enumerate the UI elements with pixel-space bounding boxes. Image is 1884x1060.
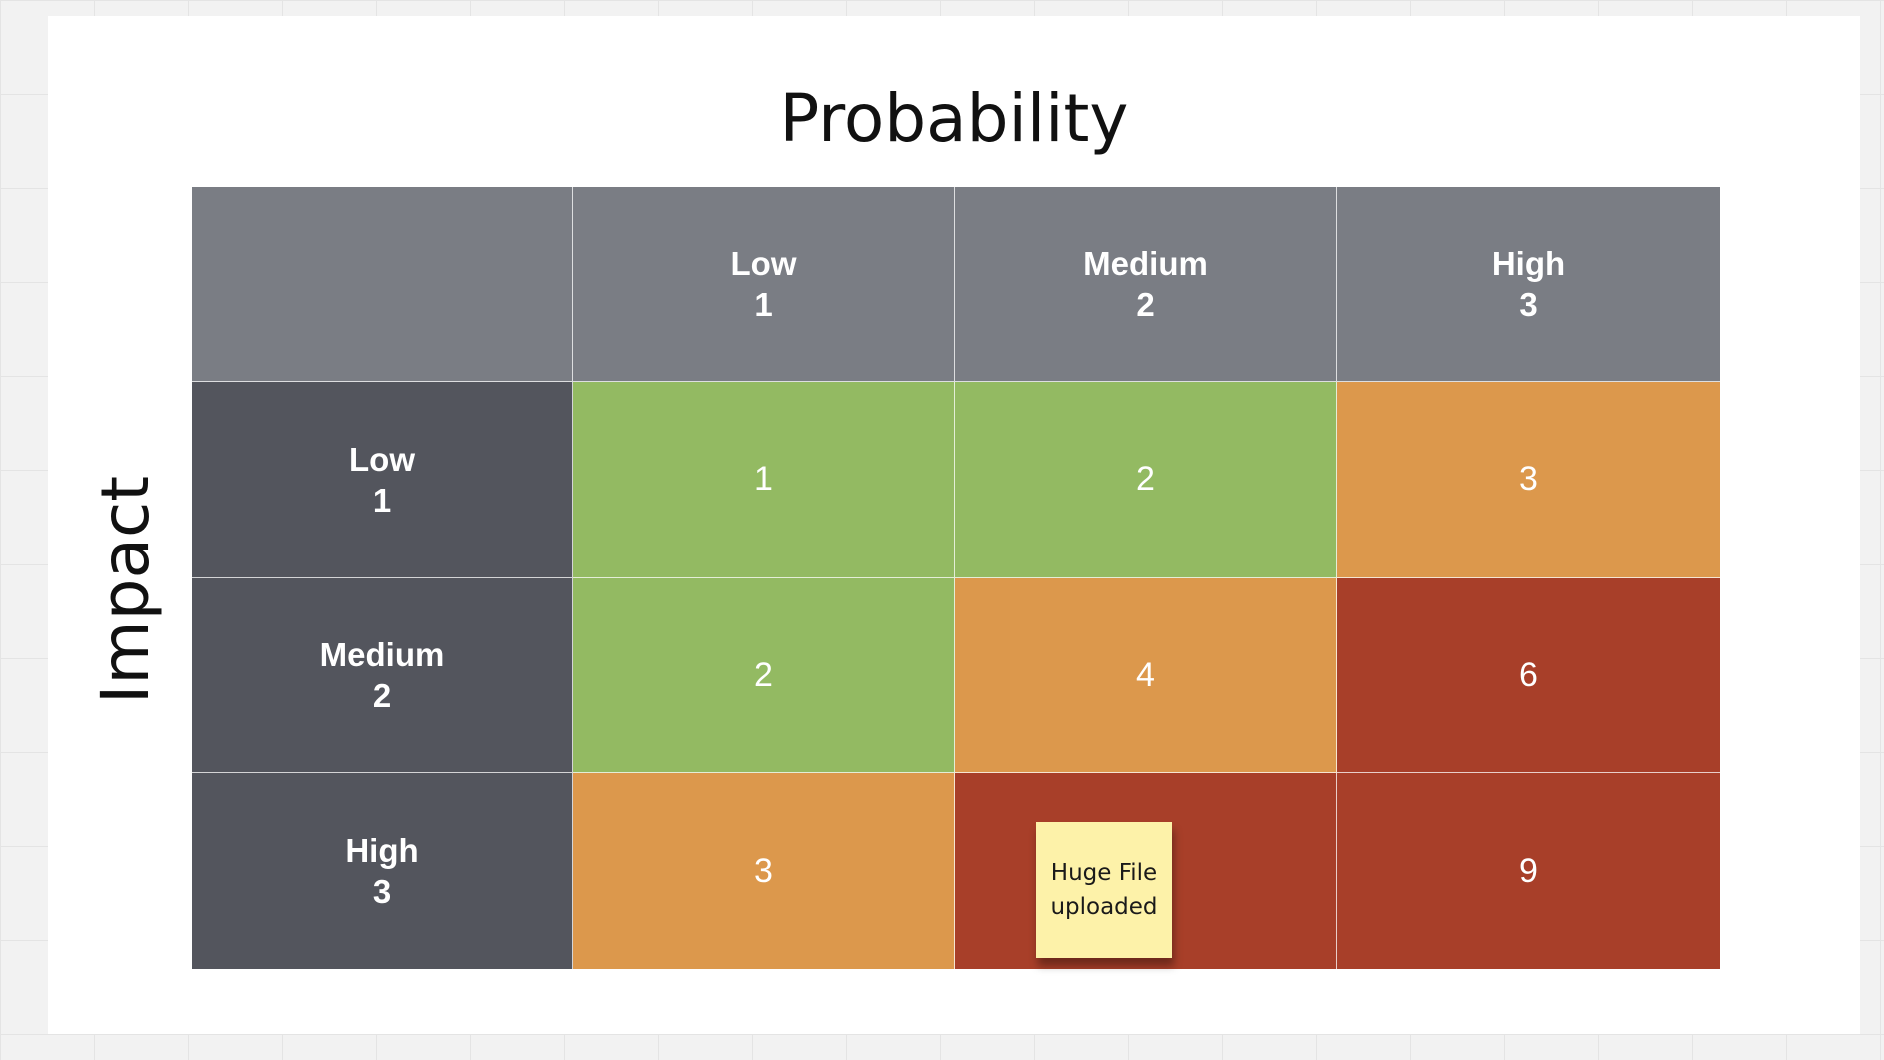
risk-score: 2	[754, 655, 773, 694]
column-header-value: 1	[754, 286, 773, 323]
row-header-value: 3	[372, 873, 392, 910]
risk-score: 3	[754, 851, 773, 890]
risk-matrix: Low 1 Medium 2 High 3 Low 1 1 2 3 Medium…	[192, 187, 1720, 969]
risk-score: 2	[1136, 460, 1155, 498]
row-header-label: Medium	[319, 636, 445, 673]
probability-title: Probability	[779, 80, 1129, 157]
risk-cell[interactable]: 3	[1337, 382, 1720, 578]
risk-cell[interactable]: 3	[573, 773, 955, 969]
matrix-corner-cell	[192, 187, 573, 382]
row-header-value: 1	[372, 481, 392, 519]
risk-score: 3	[1519, 460, 1538, 498]
risk-cell[interactable]: 9	[1337, 773, 1720, 969]
sticky-note[interactable]: Huge File uploaded	[1036, 822, 1172, 958]
row-header-medium[interactable]: Medium 2	[192, 578, 573, 773]
column-header-label: High	[1491, 245, 1566, 282]
row-header-low[interactable]: Low 1	[192, 382, 573, 578]
risk-score: 9	[1519, 851, 1538, 890]
column-header-label: Low	[730, 245, 797, 282]
column-header-medium[interactable]: Medium 2	[955, 187, 1337, 382]
column-header-label: Medium	[1083, 245, 1208, 282]
row-header-label: High	[345, 832, 419, 869]
impact-axis-label: Impact	[87, 475, 164, 705]
column-header-value: 3	[1519, 286, 1538, 323]
column-header-low[interactable]: Low 1	[573, 187, 955, 382]
row-header-label: Low	[349, 440, 415, 478]
risk-cell[interactable]: 2	[573, 578, 955, 773]
row-header-high[interactable]: High 3	[192, 773, 573, 969]
risk-cell[interactable]: 4	[955, 578, 1337, 773]
column-header-value: 2	[1136, 286, 1155, 323]
row-header-value: 2	[372, 677, 392, 714]
risk-cell[interactable]: 1	[573, 382, 955, 578]
risk-score: 4	[1136, 655, 1155, 694]
risk-cell[interactable]: 6	[1337, 578, 1720, 773]
column-header-high[interactable]: High 3	[1337, 187, 1720, 382]
risk-score: 6	[1519, 655, 1538, 694]
whiteboard-frame: Probability Impact Low 1 Medium 2 High 3…	[48, 16, 1860, 1034]
risk-score: 1	[754, 460, 773, 498]
risk-cell[interactable]: 2	[955, 382, 1337, 578]
